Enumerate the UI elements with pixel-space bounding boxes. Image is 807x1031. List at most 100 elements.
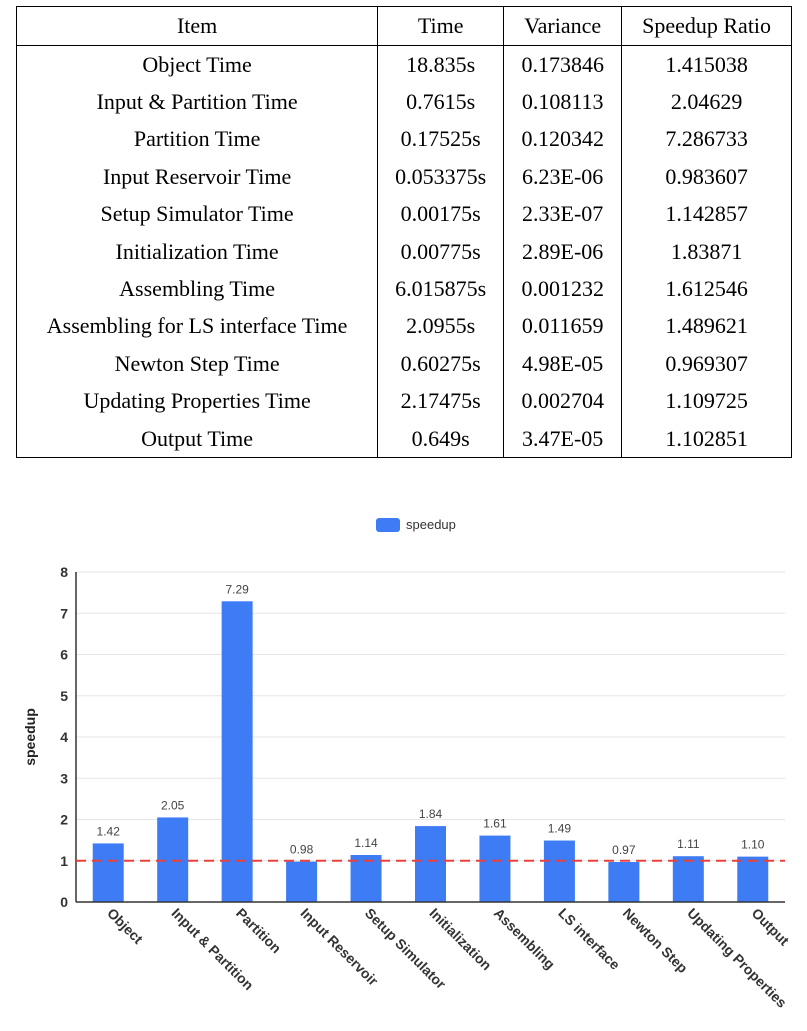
cell-item: Object Time [16, 45, 379, 84]
bar-value-label: 2.05 [161, 798, 185, 812]
cell-speedup-ratio: 1.109725 [665, 388, 748, 414]
bar-1 [157, 817, 189, 902]
cell-variance: 0.001232 [503, 270, 623, 308]
bar-6 [479, 835, 511, 902]
cell-speedup-ratio: 1.83871 [670, 238, 743, 264]
bar-9 [672, 856, 704, 902]
y-tick-label: 7 [60, 605, 68, 621]
cell-variance: 0.173846 [503, 45, 623, 84]
y-tick-label: 5 [60, 688, 68, 704]
cell-variance: 2.89E-06 [503, 232, 623, 271]
cell-variance: 0.011659 [503, 307, 623, 346]
cell-time: 0.053375s [377, 158, 505, 196]
legend-swatch [376, 518, 400, 532]
cell-speedup-ratio: 0.983607 [665, 163, 748, 189]
table-row: Output Time 0.649s 3.47E-05 1.102851 [16, 419, 792, 458]
cell-time: 0.00175s [377, 195, 505, 233]
legend-label: speedup [406, 517, 456, 532]
cell-speedup-ratio: 1.102851 [665, 425, 748, 451]
cell-item: Setup Simulator Time [16, 195, 379, 233]
x-tick-label: Output [749, 905, 793, 949]
bar-value-label: 0.98 [290, 843, 314, 857]
table-row: Partition Time 0.17525s 0.120342 7.286733 [16, 120, 792, 159]
table-row: Setup Simulator Time 0.00175s 2.33E-07 1.14… [16, 195, 792, 233]
bar-8 [608, 861, 640, 902]
bar-3 [286, 861, 318, 902]
cell-variance: 2.33E-07 [503, 195, 623, 233]
cell-speedup-ratio: 1.612546 [665, 276, 748, 302]
bar-value-label: 1.84 [419, 807, 443, 821]
y-tick-label: 3 [60, 770, 68, 786]
bar-4 [350, 854, 382, 902]
cell-variance: 0.120342 [503, 120, 623, 159]
y-tick-label: 4 [60, 729, 68, 745]
bar-value-label: 0.97 [612, 843, 636, 857]
cell-time: 0.00775s [377, 232, 505, 271]
x-tick-label: LS interface [555, 905, 623, 973]
table-header-row: Item Time Variance Speedup Ratio [16, 6, 792, 46]
cell-time: 0.7615s [377, 83, 505, 121]
cell-item: Input Reservoir Time [16, 158, 379, 196]
y-tick-label: 2 [60, 812, 68, 828]
table-row: Object Time 18.835s 0.173846 1.415038 [16, 45, 792, 84]
cell-variance: 0.108113 [503, 83, 623, 121]
y-axis-label: speedup [22, 708, 38, 766]
y-tick-label: 1 [60, 853, 68, 869]
cell-time: 0.60275s [377, 345, 505, 383]
cell-item: Assembling Time [16, 270, 379, 308]
cell-time: 0.649s [377, 419, 505, 458]
bar-7 [543, 840, 575, 902]
cell-variance: 4.98E-05 [503, 345, 623, 383]
table-row: Input Reservoir Time 0.053375s 6.23E-06 0.9… [16, 158, 792, 196]
y-tick-label: 8 [60, 564, 68, 580]
speedup-chart-container: speedup 0 1 2 3 4 5 6 7 8 speedup 1.42 Object 2.05 Inp… [0, 500, 807, 1026]
cell-item: Newton Step Time [16, 345, 379, 383]
y-tick-label: 0 [60, 894, 68, 910]
cell-speedup-ratio: 1.415038 [665, 51, 748, 77]
bar-value-label: 7.29 [225, 582, 249, 596]
cell-time: 2.0955s [377, 307, 505, 346]
y-tick-label: 6 [60, 647, 68, 663]
header-variance: Variance [503, 6, 623, 46]
bar-value-label: 1.61 [483, 817, 507, 831]
bar-2 [221, 601, 253, 902]
cell-variance: 6.23E-06 [503, 158, 623, 196]
cell-item: Updating Properties Time [16, 382, 379, 420]
cell-item: Output Time [16, 419, 379, 458]
cell-time: 0.17525s [377, 120, 505, 159]
header-time: Time [377, 6, 505, 46]
cell-item: Assembling for LS interface Time [16, 307, 379, 346]
cell-speedup-ratio: 7.286733 [665, 126, 748, 152]
cell-item: Partition Time [16, 120, 379, 159]
bar-10 [737, 856, 769, 902]
bar-value-label: 1.11 [677, 837, 700, 851]
x-tick-label: Object [104, 905, 146, 947]
chart-legend: speedup [376, 517, 456, 532]
cell-speedup-ratio: 1.489621 [665, 313, 748, 339]
table-row: Input & Partition Time 0.7615s 0.108113 2.0… [16, 83, 792, 121]
table-row: Newton Step Time 0.60275s 4.98E-05 0.969307 [16, 345, 792, 383]
cell-speedup-ratio: 2.04629 [670, 89, 743, 115]
table-row: Initialization Time 0.00775s 2.89E-06 1.838… [16, 232, 792, 271]
cell-time: 2.17475s [377, 382, 505, 420]
table-row: Assembling Time 6.015875s 0.001232 1.612546 [16, 270, 792, 308]
results-table-container: Item Time Variance Speedup Ratio Object … [16, 6, 792, 459]
results-table: Item Time Variance Speedup Ratio Object … [16, 6, 792, 459]
cell-time: 6.015875s [377, 270, 505, 308]
header-speedup-ratio: Speedup Ratio [621, 6, 792, 46]
table-body: Object Time 18.835s 0.173846 1.415038 Input … [16, 45, 792, 458]
cell-item: Input & Partition Time [16, 83, 379, 121]
x-tick-label: Partition [233, 905, 284, 956]
cell-variance: 3.47E-05 [503, 419, 623, 458]
x-tick-label: Newton Step [620, 905, 691, 976]
header-item: Item [16, 6, 379, 46]
bar-value-label: 1.10 [741, 838, 765, 852]
cell-time: 18.835s [377, 45, 505, 84]
bar-value-label: 1.14 [354, 836, 378, 850]
cell-item: Initialization Time [16, 232, 379, 271]
bar-value-label: 1.49 [548, 822, 572, 836]
x-tick-label: Initialization [426, 905, 495, 974]
cell-speedup-ratio: 0.969307 [665, 350, 748, 376]
x-tick-label: Assembling [491, 905, 558, 972]
table-row: Updating Properties Time 2.17475s 0.002704… [16, 382, 792, 420]
